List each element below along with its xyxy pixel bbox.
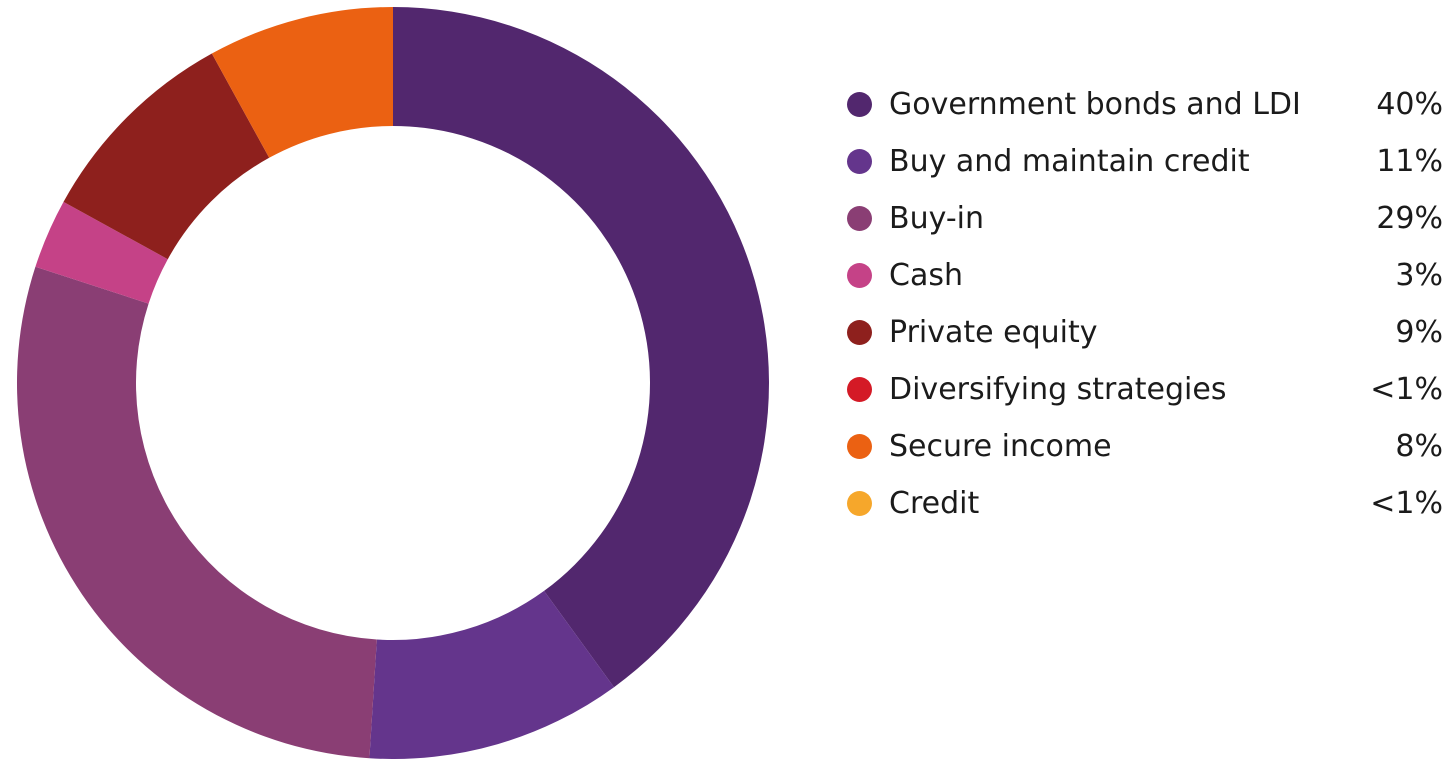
donut-slice-buy-in: [16, 266, 377, 759]
donut-slice-cash: [35, 201, 168, 304]
legend-swatch-credit: [847, 491, 872, 516]
donut-slice-secure-income: [211, 7, 393, 158]
donut-slice-government-bonds-and-ldi: [393, 7, 769, 688]
legend-swatch-secure-income: [847, 434, 872, 459]
legend-value-government-bonds-and-ldi: 40%: [1376, 87, 1443, 122]
legend-item-buy-and-maintain-credit: Buy and maintain credit 11%: [847, 133, 1445, 190]
legend-label-secure-income: Secure income: [889, 429, 1112, 464]
legend-swatch-buy-in: [847, 206, 872, 231]
legend-item-secure-income: Secure income 8%: [847, 418, 1445, 475]
legend-value-diversifying-strategies: <1%: [1370, 372, 1443, 407]
legend-swatch-government-bonds-and-ldi: [847, 92, 872, 117]
legend-label-credit: Credit: [889, 486, 980, 521]
donut-slice-buy-and-maintain-credit: [369, 590, 615, 759]
legend-item-private-equity: Private equity 9%: [847, 304, 1445, 361]
legend-swatch-cash: [847, 263, 872, 288]
legend-item-credit: Credit <1%: [847, 475, 1445, 532]
legend-label-private-equity: Private equity: [889, 315, 1098, 350]
chart-legend: Government bonds and LDI 40% Buy and mai…: [847, 76, 1445, 532]
legend-item-cash: Cash 3%: [847, 247, 1445, 304]
legend-label-buy-in: Buy-in: [889, 201, 984, 236]
legend-label-cash: Cash: [889, 258, 963, 293]
legend-item-government-bonds-and-ldi: Government bonds and LDI 40%: [847, 76, 1445, 133]
legend-label-government-bonds-and-ldi: Government bonds and LDI: [889, 87, 1301, 122]
legend-value-cash: 3%: [1395, 258, 1443, 293]
legend-swatch-private-equity: [847, 320, 872, 345]
legend-item-buy-in: Buy-in 29%: [847, 190, 1445, 247]
legend-value-secure-income: 8%: [1395, 429, 1443, 464]
legend-value-buy-in: 29%: [1376, 201, 1443, 236]
legend-value-buy-and-maintain-credit: 11%: [1376, 144, 1443, 179]
legend-label-diversifying-strategies: Diversifying strategies: [889, 372, 1227, 407]
donut-chart: [16, 7, 769, 759]
legend-value-credit: <1%: [1370, 486, 1443, 521]
legend-swatch-diversifying-strategies: [847, 377, 872, 402]
legend-swatch-buy-and-maintain-credit: [847, 149, 872, 174]
legend-label-buy-and-maintain-credit: Buy and maintain credit: [889, 144, 1250, 179]
legend-value-private-equity: 9%: [1395, 315, 1443, 350]
donut-slice-private-equity: [63, 53, 270, 260]
legend-item-diversifying-strategies: Diversifying strategies <1%: [847, 361, 1445, 418]
